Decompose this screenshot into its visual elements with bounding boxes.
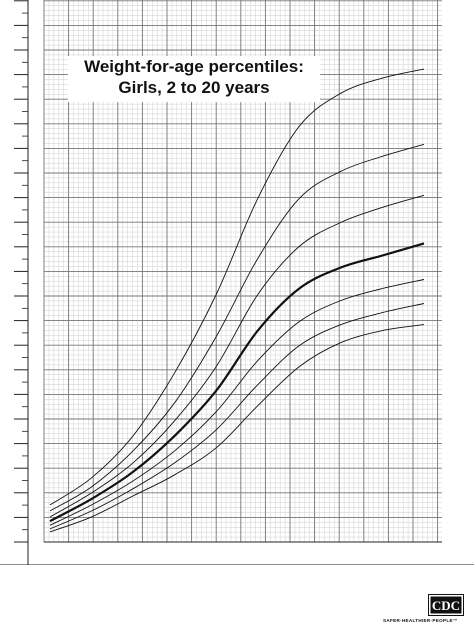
logo-tagline: SAFER·HEALTHIER·PEOPLE™ <box>383 618 458 623</box>
chart-title-line-1: Weight-for-age percentiles: <box>84 57 304 76</box>
percentile-curve-1 <box>49 68 425 506</box>
chart-title-line-2: Girls, 2 to 20 years <box>118 78 270 97</box>
axis-ticks <box>14 0 28 543</box>
cdc-logo: CDC <box>428 594 464 616</box>
logo-text: CDC <box>432 598 460 613</box>
growth-chart <box>0 0 474 565</box>
percentile-curve-7 <box>49 324 425 533</box>
chart-title: Weight-for-age percentiles: Girls, 2 to … <box>68 56 320 102</box>
major-grid <box>0 0 474 565</box>
percentile-curve-5 <box>49 279 425 526</box>
percentile-curve-2 <box>49 143 425 512</box>
percentile-curves <box>49 68 425 533</box>
percentile-curve-6 <box>49 303 425 530</box>
percentile-curve-4 <box>49 242 425 523</box>
percentile-curve-3 <box>49 194 425 518</box>
